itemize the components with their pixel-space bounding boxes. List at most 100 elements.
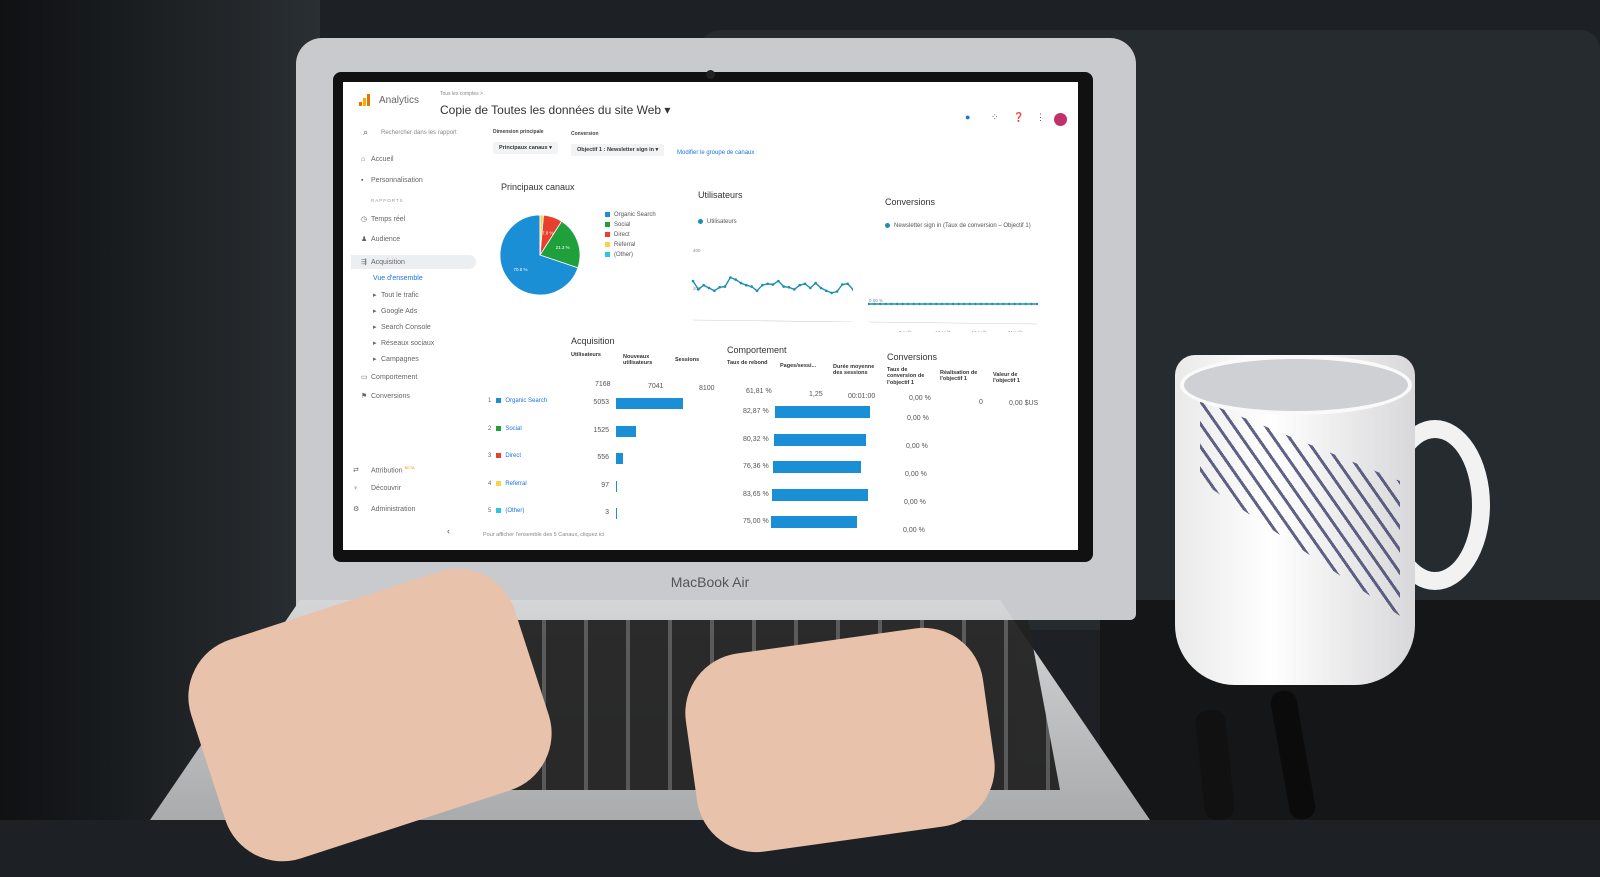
sidebar-item-administration[interactable]: ⚙Administration — [351, 505, 415, 513]
sidebar-item-vue-d-ensemble[interactable]: Vue d'ensemble — [373, 275, 423, 282]
data-point — [798, 284, 801, 287]
channel-link[interactable]: (Other) — [505, 508, 524, 514]
breadcrumb[interactable]: Tous les comptes > — [440, 91, 483, 97]
sidebar-item-label: Search Console — [381, 324, 431, 331]
modify-channel-group-link[interactable]: Modifier le groupe de canaux — [677, 150, 754, 156]
sidebar-item-label: Découvrir — [371, 485, 401, 492]
table-row-channel[interactable]: 5(Other) — [488, 508, 524, 514]
sidebar-item-accueil[interactable]: ⌂Accueil — [351, 156, 394, 163]
data-point — [836, 290, 839, 293]
col-new-users[interactable]: Nouveaux utilisateurs — [623, 354, 671, 367]
behavior-title: Comportement — [727, 345, 787, 355]
col-sessions[interactable]: Sessions — [675, 357, 723, 363]
row-users: 556 — [593, 454, 609, 461]
mug-rim — [1180, 355, 1412, 415]
view-all-link[interactable]: Pour afficher l'ensemble des 5 Canaux, c… — [483, 532, 623, 538]
conversion-select[interactable]: Objectif 1 : Newsletter sign in ▾ — [571, 144, 664, 156]
data-point — [1036, 303, 1038, 305]
more-vert-icon[interactable]: ⋮ — [1036, 112, 1045, 123]
sidebar-icon: ⌂ — [351, 156, 371, 163]
x-axis — [693, 320, 853, 322]
col-users[interactable]: Utilisateurs — [571, 352, 619, 358]
row-users: 1525 — [593, 427, 609, 434]
col-pages-session[interactable]: Pages/sessi... — [780, 363, 828, 369]
notifications-icon[interactable]: ● — [965, 112, 970, 122]
data-point — [985, 303, 987, 305]
acquisition-title: Acquisition — [571, 336, 615, 346]
col-goal-completions[interactable]: Réalisation de l'objectif 1 — [940, 370, 988, 383]
table-row-channel[interactable]: 4 Referral — [488, 481, 527, 487]
bounce-rate-bar — [773, 461, 861, 473]
row-bounce-rate: 80,32 % — [743, 436, 769, 443]
col-bounce[interactable]: Taux de rebond — [727, 360, 775, 366]
channel-link[interactable]: Referral — [505, 481, 526, 487]
legend-item[interactable]: Organic Search — [605, 210, 656, 220]
sidebar-item-audience[interactable]: ♟Audience — [351, 235, 400, 243]
sidebar-item-re-seaux-sociaux[interactable]: ▸Réseaux sociaux — [373, 339, 434, 347]
sidebar-item-label: Accueil — [371, 156, 394, 163]
channel-link[interactable]: Organic Search — [505, 398, 547, 404]
conversions-chart-title: Conversions — [885, 197, 935, 207]
view-selector[interactable]: Copie de Toutes les données du site Web … — [440, 103, 670, 117]
data-point — [885, 303, 887, 305]
data-point — [750, 285, 753, 288]
data-point — [825, 290, 828, 293]
sidebar-item-conversions[interactable]: ⚑Conversions — [351, 392, 410, 400]
sidebar-item-label: Audience — [371, 236, 400, 243]
sidebar-item-acquisition[interactable]: ⇶Acquisition — [351, 255, 476, 269]
sidebar-icon: ♀ — [351, 485, 371, 492]
help-icon[interactable]: ❓ — [1013, 112, 1024, 123]
col-conv-rate[interactable]: Taux de conversion de l'objectif 1 — [887, 367, 935, 386]
conversions-legend: Newsletter sign in (Taux de conversion –… — [885, 223, 1035, 229]
legend-item[interactable]: (Other) — [605, 250, 656, 260]
sidebar-item-campagnes[interactable]: ▸Campagnes — [373, 355, 419, 363]
channel-link[interactable]: Social — [505, 426, 521, 432]
dimension-value: Principaux canaux — [499, 145, 548, 151]
dimension-select[interactable]: Principaux canaux ▾ — [493, 142, 558, 154]
apps-grid-icon[interactable]: ⁘ — [991, 112, 999, 123]
channel-swatch — [496, 481, 501, 486]
total-pages-session: 1,25 — [809, 391, 823, 398]
users-legend: Utilisateurs — [698, 219, 737, 225]
sidebar-item-comportement[interactable]: ▭Comportement — [351, 373, 417, 381]
channel-swatch — [496, 426, 501, 431]
sidebar-item-de-couvrir[interactable]: ♀Découvrir — [351, 485, 401, 492]
data-point — [766, 283, 769, 286]
sidebar-icon: ⇄ — [351, 466, 371, 474]
data-point — [991, 303, 993, 305]
data-point — [1019, 303, 1021, 305]
sidebar-item-search-console[interactable]: ▸Search Console — [373, 323, 431, 331]
search-input[interactable]: Rechercher dans les rapport — [381, 130, 457, 136]
analytics-screen: Analytics Tous les comptes > Copie de To… — [343, 82, 1078, 550]
legend-item[interactable]: Referral — [605, 240, 656, 250]
search-icon: ⌕ — [363, 127, 368, 138]
col-goal-value[interactable]: Valeur de l'objectif 1 — [993, 372, 1041, 385]
data-point — [745, 284, 748, 287]
sidebar-item-google-ads[interactable]: ▸Google Ads — [373, 307, 417, 315]
sidebar-item-temps-re-el[interactable]: ◷Temps réel — [351, 215, 405, 223]
data-point — [873, 303, 875, 305]
avatar[interactable] — [1054, 113, 1067, 126]
sidebar-item-tout-le-trafic[interactable]: ▸Tout le trafic — [373, 291, 419, 299]
col-duration[interactable]: Durée moyenne des sessions — [833, 364, 881, 377]
channel-swatch — [496, 453, 501, 458]
data-point — [718, 286, 721, 289]
legend-label: Organic Search — [614, 212, 656, 218]
row-bounce-rate: 83,65 % — [743, 491, 769, 498]
camera-icon — [706, 70, 715, 79]
total-users: 7168 — [595, 381, 611, 388]
legend-item[interactable]: Social — [605, 220, 656, 230]
legend-item[interactable]: Direct — [605, 230, 656, 240]
data-point — [761, 284, 764, 287]
users-bar — [616, 453, 623, 464]
legend-label: Referral — [614, 242, 635, 248]
channel-link[interactable]: Direct — [505, 453, 521, 459]
row-rank: 4 — [488, 481, 491, 487]
collapse-sidebar-icon[interactable]: ‹ — [447, 526, 450, 536]
sidebar-item-personnalisation[interactable]: ▪Personnalisation — [351, 177, 423, 184]
total-bounce: 61,81 % — [746, 388, 772, 395]
